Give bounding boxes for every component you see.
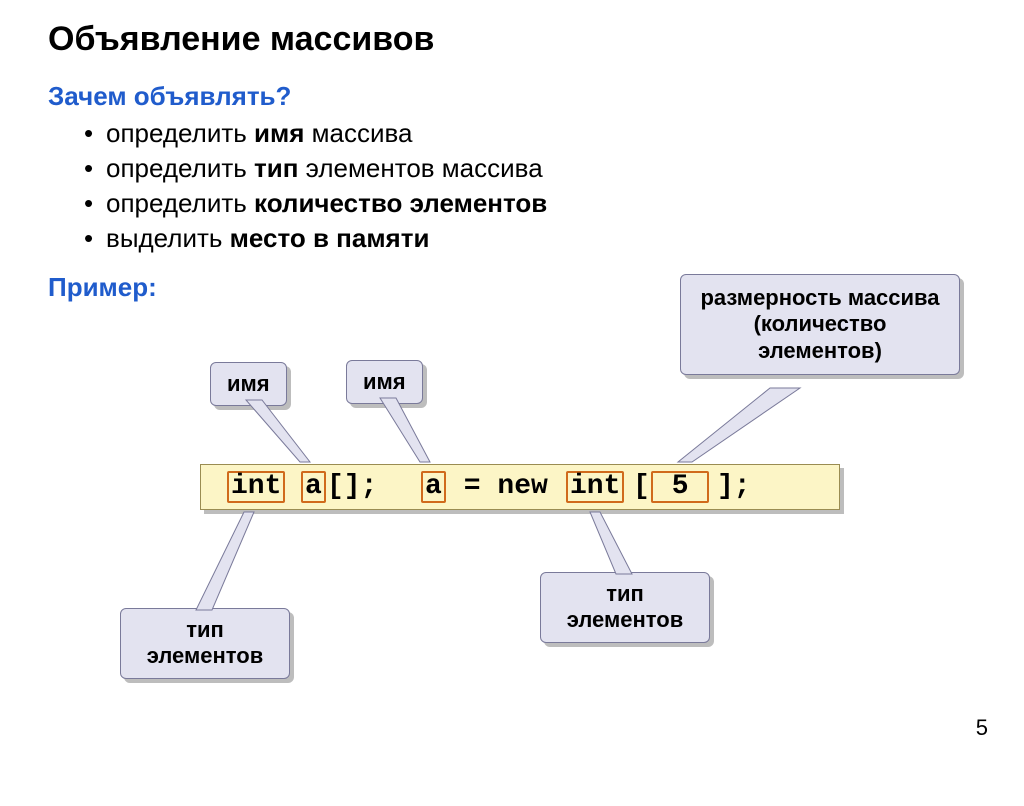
tok-a1: a (301, 471, 326, 503)
callout-name-1: имя (210, 362, 287, 406)
slide-title: Объявление массивов (48, 20, 984, 59)
tok-lb: [ (633, 473, 650, 501)
code-strip: int a []; a = new int [ 5 ]; (200, 464, 840, 510)
callout-type-2: тип элементов (540, 572, 710, 643)
bullet-item: выделить место в памяти (84, 221, 984, 256)
subheading-why: Зачем объявлять? (48, 81, 984, 112)
callout-size: размерность массива (количество элементо… (680, 274, 960, 375)
diagram-area: имя имя размерность массива (количество … (0, 260, 1024, 720)
tok-eqnew: = new (447, 473, 548, 501)
bullet-item: определить тип элементов массива (84, 151, 984, 186)
slide: Объявление массивов Зачем объявлять? опр… (0, 0, 1024, 767)
callout-name-2: имя (346, 360, 423, 404)
tok-int2: int (566, 471, 624, 503)
bullet-item: определить имя массива (84, 116, 984, 151)
page-number: 5 (976, 715, 988, 741)
callout-type-1: тип элементов (120, 608, 290, 679)
tok-int1: int (227, 471, 285, 503)
tok-a2: a (421, 471, 446, 503)
bullet-list: определить имя массива определить тип эл… (84, 116, 984, 256)
tok-5: 5 (651, 471, 709, 503)
tok-rb: ]; (717, 473, 751, 501)
tok-br1: []; (327, 473, 377, 501)
bullet-item: определить количество элементов (84, 186, 984, 221)
